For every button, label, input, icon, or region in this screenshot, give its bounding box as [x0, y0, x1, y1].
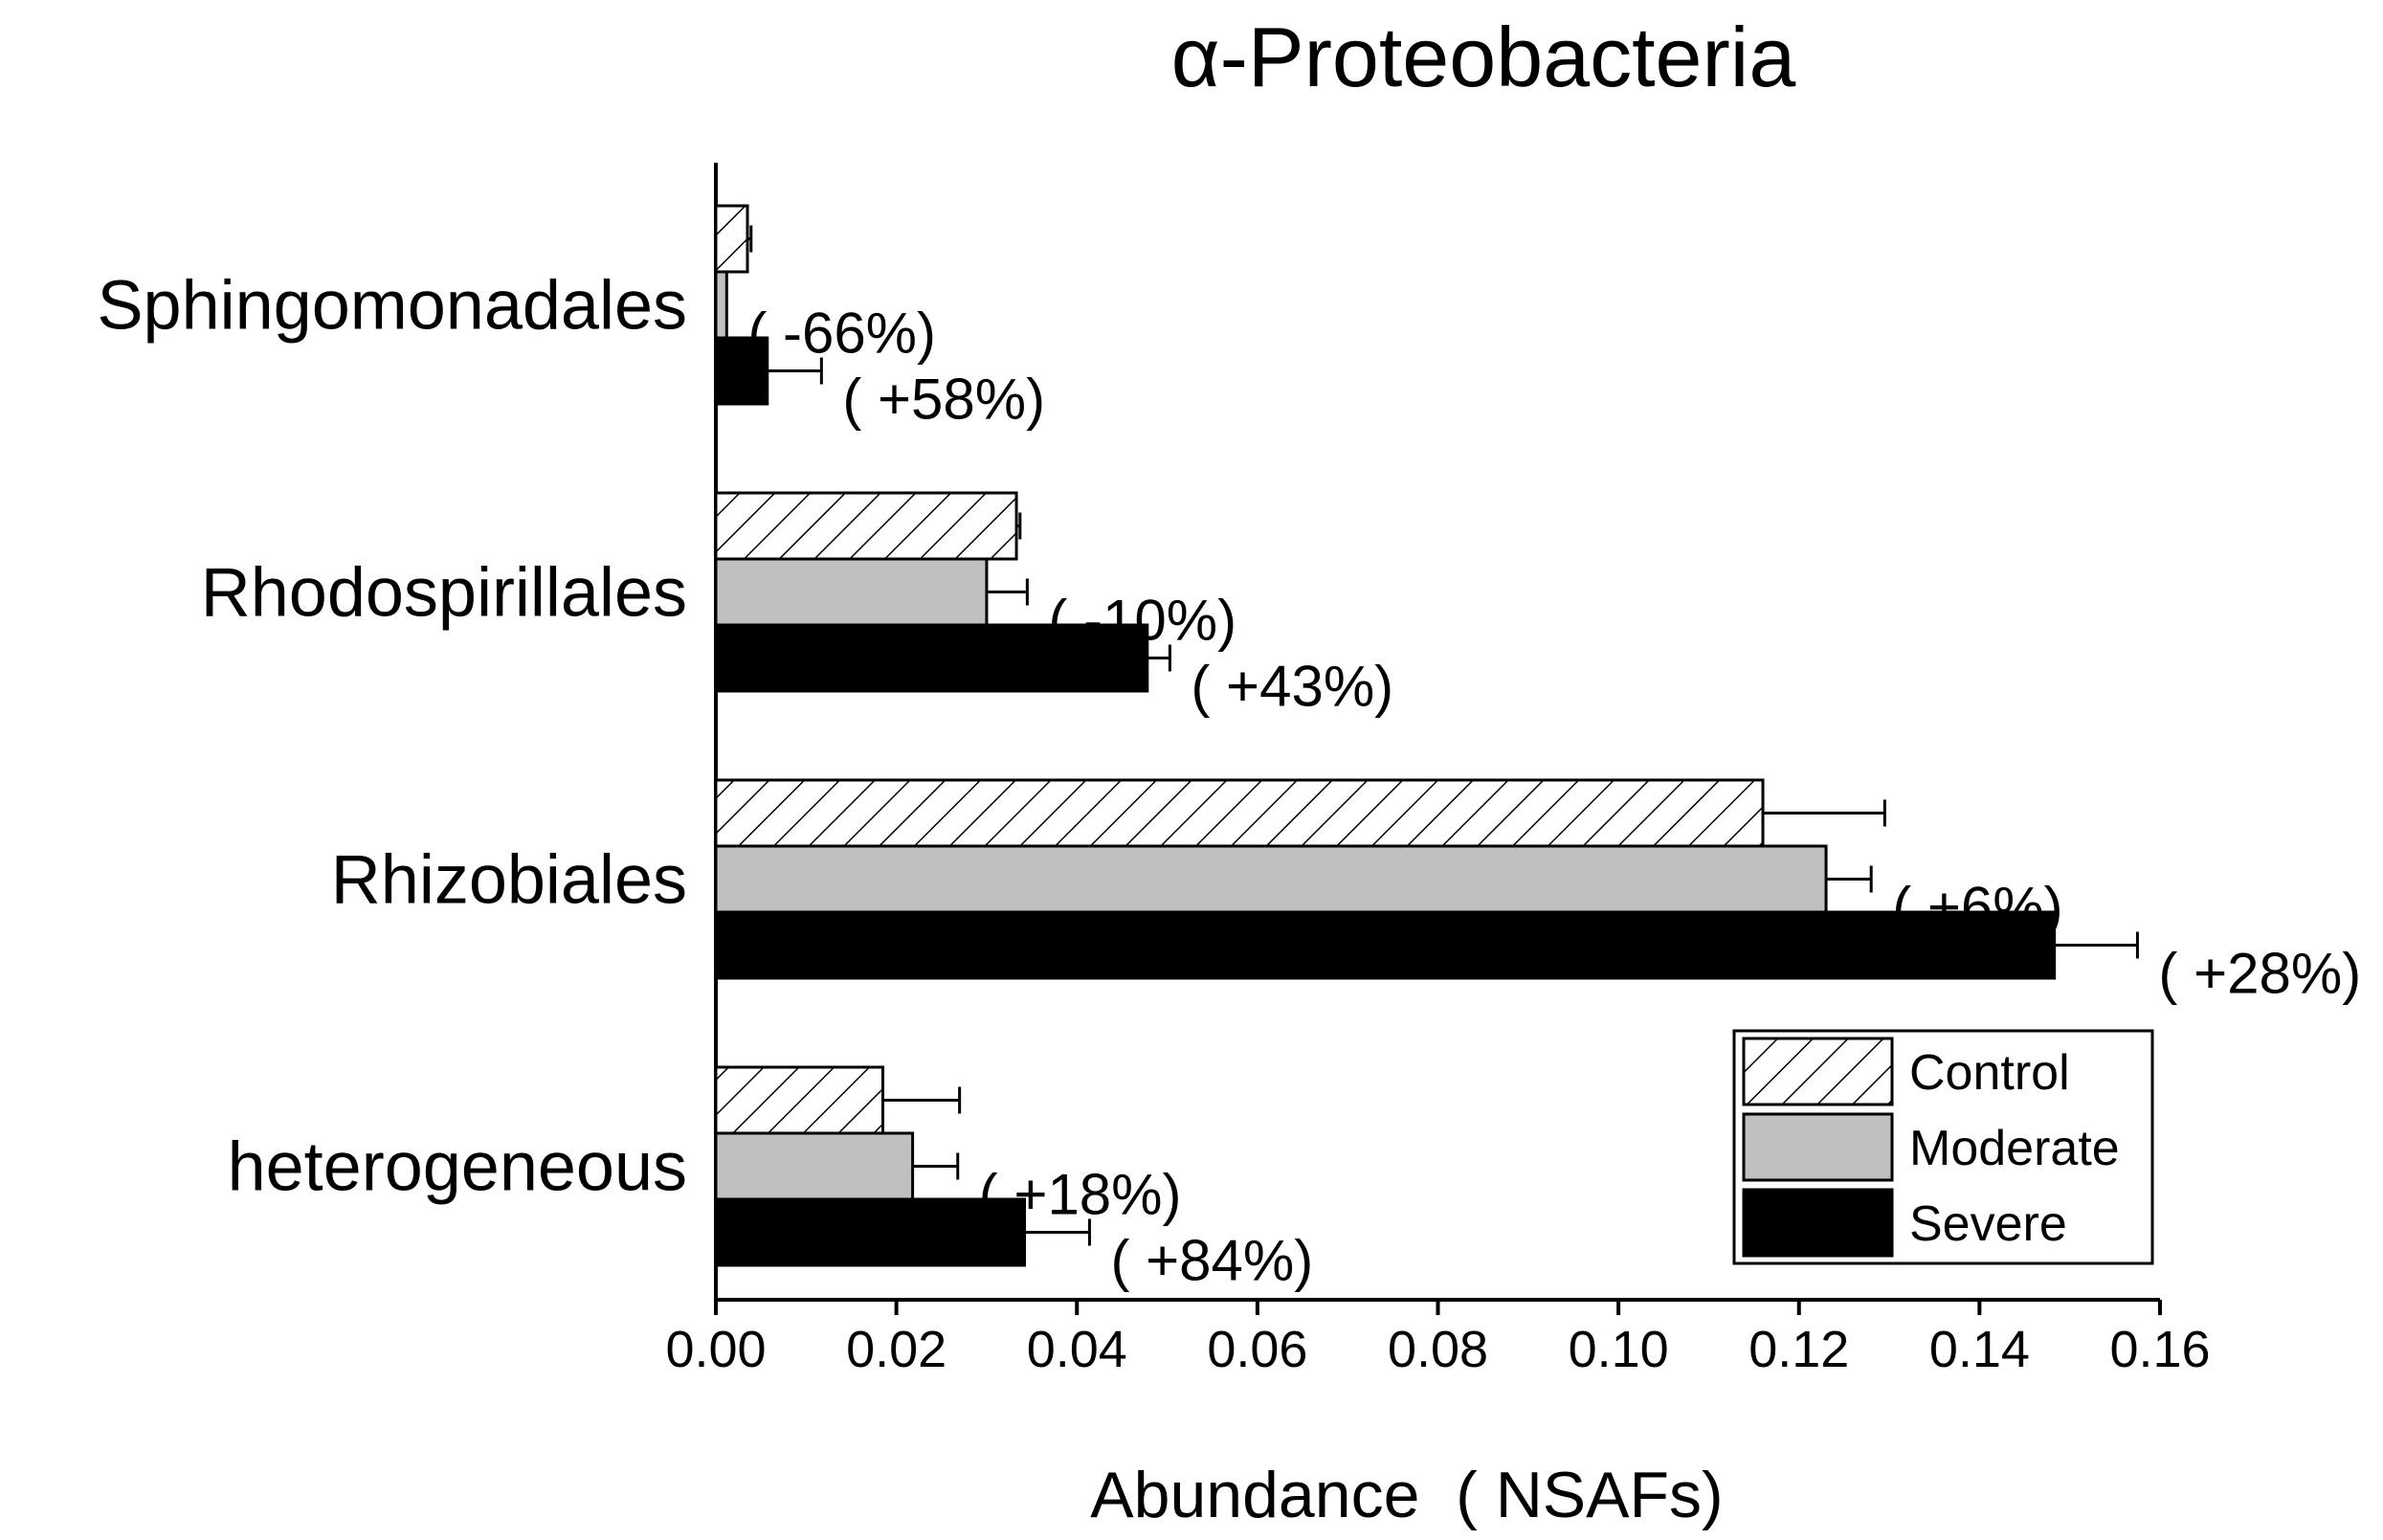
- change-annotation: ( +43%): [1191, 655, 1393, 719]
- bar-moderate: [714, 1131, 915, 1201]
- category-label: Rhizobiales: [331, 842, 687, 919]
- bar-moderate: [714, 844, 1828, 914]
- bar-moderate: [714, 270, 728, 340]
- x-tick-label: 0.08: [1388, 1321, 1488, 1378]
- change-annotation: ( +28%): [2158, 942, 2361, 1006]
- x-tick-label: 0.10: [1569, 1321, 1669, 1378]
- x-tick-label: 0.16: [2109, 1321, 2210, 1378]
- category-label: Rhodospirillales: [201, 555, 687, 632]
- legend-swatch-severe: [1742, 1188, 1894, 1258]
- bar-control: [714, 204, 749, 274]
- legend: Control Moderate Severe: [1732, 1029, 2154, 1265]
- bar-moderate: [714, 557, 989, 627]
- x-tick-label: 0.12: [1748, 1321, 1849, 1378]
- x-tick-label: 0.02: [846, 1321, 947, 1378]
- bar-severe: [714, 1197, 1027, 1267]
- bar-severe: [714, 336, 769, 406]
- x-tick-label: 0.04: [1027, 1321, 1127, 1378]
- legend-label: Control: [1909, 1045, 2070, 1101]
- legend-swatch-moderate: [1742, 1112, 1894, 1182]
- bar-control: [714, 491, 1018, 561]
- chart-title: α-Proteobacteria: [1171, 10, 1796, 104]
- legend-label: Moderate: [1909, 1121, 2120, 1176]
- x-tick-label: 0.14: [1929, 1321, 2030, 1378]
- bar-control: [714, 1065, 884, 1135]
- category-label: heterogeneous: [228, 1129, 687, 1206]
- change-annotation: ( -66%): [747, 301, 936, 366]
- change-annotation: ( +58%): [842, 368, 1045, 432]
- bar-control: [714, 778, 1765, 848]
- category-label: Sphingomonadales: [98, 268, 687, 345]
- legend-swatch-control: [1742, 1037, 1894, 1106]
- x-tick-label: 0.06: [1207, 1321, 1307, 1378]
- x-axis-title: Abundance ( NSAFs): [1090, 1459, 1723, 1531]
- change-annotation: ( +84%): [1110, 1229, 1313, 1293]
- legend-label: Severe: [1909, 1196, 2067, 1252]
- plot-area: 0.00 0.02 0.04 0.06 0.08 0.10 0.12 0.14 0.16 Sphi…: [98, 163, 2361, 1378]
- bar-severe: [714, 623, 1149, 693]
- x-tick-label: 0.00: [665, 1321, 766, 1378]
- bar-severe: [714, 910, 2057, 980]
